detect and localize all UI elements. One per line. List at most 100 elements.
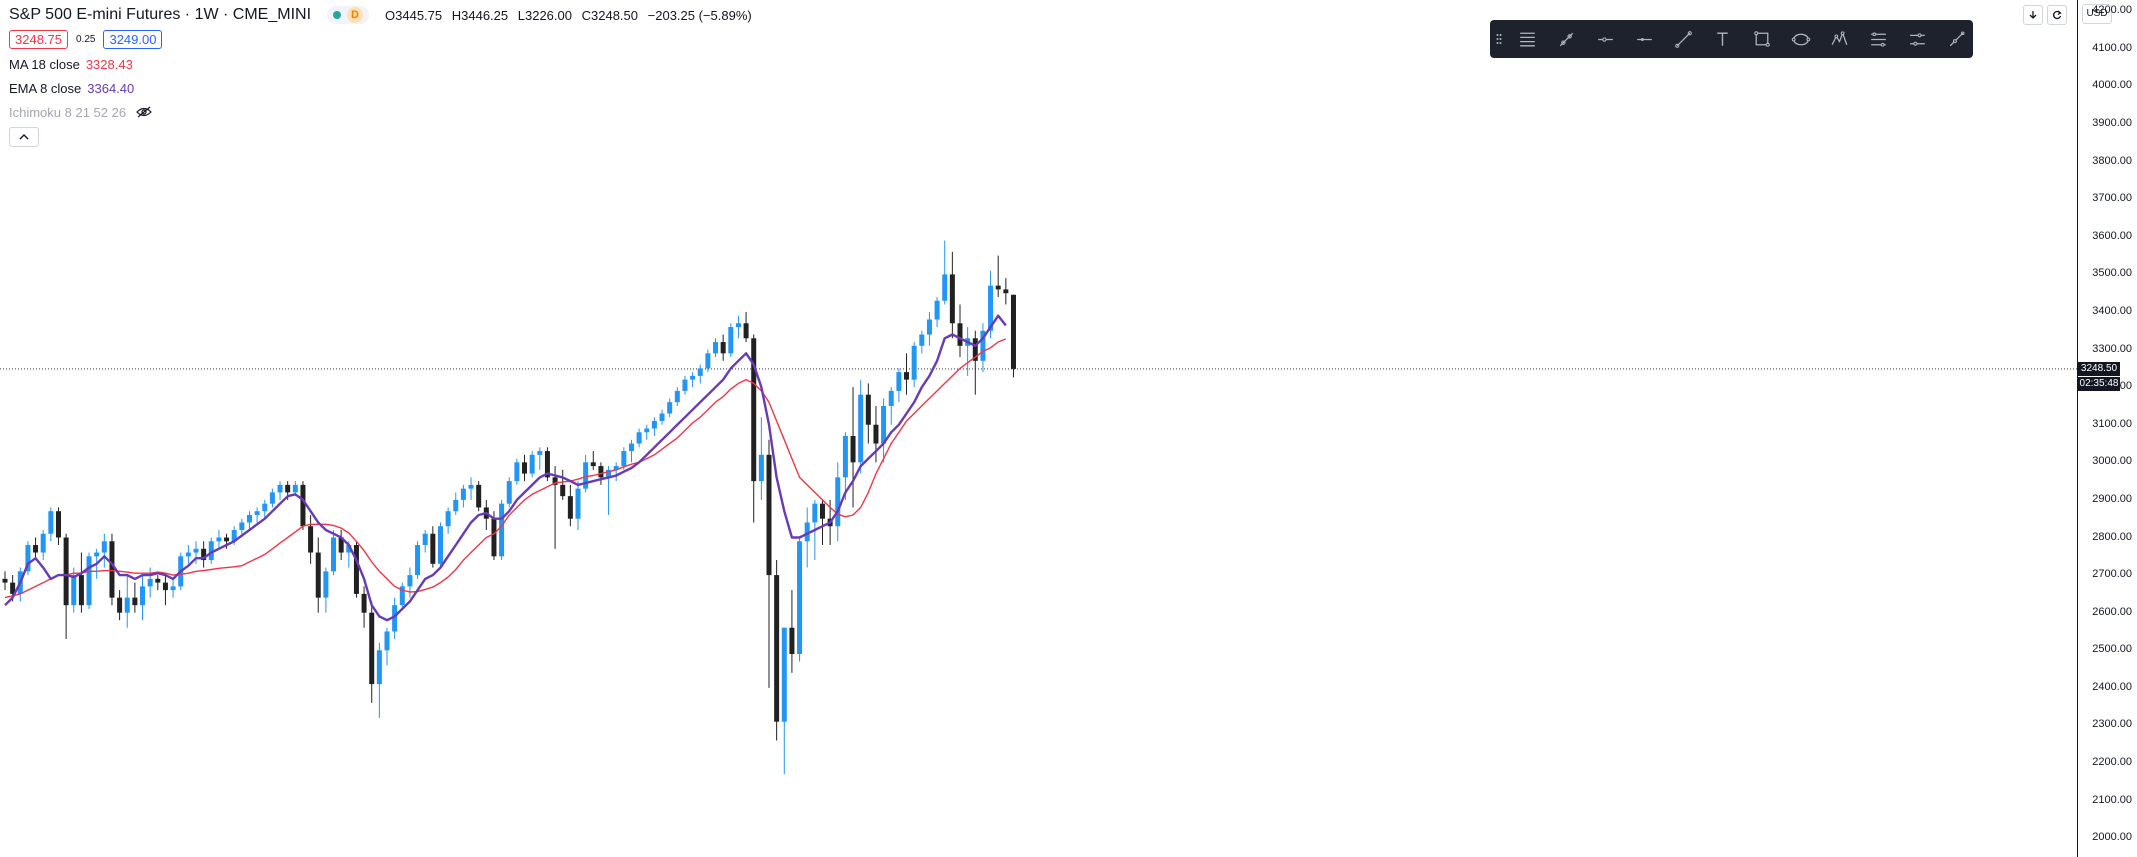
indicator-ema-row[interactable]: EMA 8 close 3364.40 bbox=[9, 81, 135, 96]
candle bbox=[957, 304, 963, 358]
candle bbox=[201, 541, 207, 568]
candle bbox=[78, 552, 84, 613]
market-status[interactable]: D bbox=[327, 6, 370, 24]
close-value: C3248.50 bbox=[581, 7, 639, 23]
fib-retracement-tool-button[interactable] bbox=[1859, 20, 1898, 58]
candle bbox=[682, 375, 688, 395]
candle bbox=[904, 353, 910, 395]
candle bbox=[888, 387, 894, 425]
candle bbox=[919, 330, 925, 354]
candle bbox=[269, 488, 275, 508]
candle bbox=[560, 469, 566, 500]
candle bbox=[690, 372, 696, 388]
trend-line-tool-button[interactable] bbox=[1664, 20, 1703, 58]
candle bbox=[308, 514, 314, 564]
chart-legend: S&P 500 E-mini Futures · 1W · CME_MINI D… bbox=[9, 4, 758, 147]
candle bbox=[437, 522, 443, 568]
candle bbox=[71, 567, 77, 613]
horizontal-lines-tool-button[interactable] bbox=[1508, 20, 1547, 58]
ema-8-line bbox=[4, 314, 1007, 622]
buy-price-button[interactable]: 3249.00 bbox=[103, 30, 163, 49]
candle bbox=[636, 428, 642, 448]
candle bbox=[758, 417, 764, 500]
indicator-ichimoku-row[interactable]: Ichimoku 8 21 52 26 bbox=[9, 105, 758, 121]
candle bbox=[881, 398, 887, 463]
horizontal-ray-tool-button[interactable] bbox=[1586, 20, 1625, 58]
candle bbox=[453, 492, 459, 515]
brush-tool-button[interactable] bbox=[1937, 20, 1976, 58]
candle bbox=[514, 458, 520, 485]
candle bbox=[506, 477, 512, 508]
high-value: H3446.25 bbox=[451, 7, 509, 23]
parallel-channel-tool-button[interactable] bbox=[1898, 20, 1937, 58]
symbol-title[interactable]: S&P 500 E-mini Futures · 1W · CME_MINI bbox=[9, 6, 312, 23]
drawing-toolbar[interactable] bbox=[1490, 20, 1973, 58]
pen-tool-tool-button[interactable] bbox=[1547, 20, 1586, 58]
candle bbox=[262, 499, 268, 519]
candle bbox=[407, 567, 413, 598]
candle bbox=[667, 398, 673, 418]
candle bbox=[590, 451, 596, 470]
candle bbox=[277, 481, 283, 500]
ema-value: 3364.40 bbox=[87, 81, 135, 96]
candle bbox=[522, 454, 528, 482]
collapse-legend-button[interactable] bbox=[9, 127, 39, 147]
ellipse-icon bbox=[1791, 33, 1810, 46]
candle bbox=[644, 424, 650, 440]
scroll-to-realtime-button[interactable] bbox=[2023, 5, 2043, 25]
candle bbox=[537, 447, 543, 470]
parallel-channel-icon bbox=[1909, 33, 1925, 46]
candle bbox=[55, 507, 61, 546]
candle bbox=[896, 368, 902, 403]
drag-handle-icon[interactable] bbox=[1496, 33, 1502, 45]
price-tick-label: 3900.00 bbox=[2092, 117, 2132, 130]
candle bbox=[63, 533, 69, 639]
brush-icon bbox=[1949, 31, 1965, 47]
text-tool-button[interactable] bbox=[1703, 20, 1742, 58]
ellipse-tool-button[interactable] bbox=[1781, 20, 1820, 58]
price-tick-label: 2600.00 bbox=[2092, 605, 2132, 618]
indicator-ma-row[interactable]: MA 18 close 3328.43 bbox=[9, 57, 133, 72]
price-tick-label: 2300.00 bbox=[2092, 718, 2132, 731]
delayed-data-badge[interactable]: D bbox=[347, 7, 364, 23]
candle bbox=[766, 439, 772, 688]
candle bbox=[713, 338, 719, 358]
candle bbox=[140, 575, 146, 621]
ma-value: 3328.43 bbox=[85, 57, 133, 72]
candle bbox=[468, 477, 474, 500]
candle bbox=[331, 529, 337, 576]
price-tick-label: 3500.00 bbox=[2092, 267, 2132, 280]
candle bbox=[369, 601, 375, 703]
rectangle-tool-button[interactable] bbox=[1742, 20, 1781, 58]
candle bbox=[162, 575, 168, 606]
candle bbox=[873, 405, 879, 463]
price-tick-label: 2800.00 bbox=[2092, 530, 2132, 543]
hidden-eye-icon[interactable] bbox=[135, 106, 152, 121]
candle bbox=[254, 507, 260, 523]
candle bbox=[430, 526, 436, 568]
candle bbox=[972, 330, 978, 395]
price-axis[interactable]: USD 2000.00 2100.00 2200.00 2300.00 2400.00 2… bbox=[2077, 0, 2137, 857]
sell-price-button[interactable]: 3248.75 bbox=[9, 30, 68, 49]
price-tick-label: 3800.00 bbox=[2092, 154, 2132, 167]
price-tick-label: 2500.00 bbox=[2092, 643, 2132, 656]
chevron-up-icon bbox=[19, 134, 29, 140]
candle bbox=[529, 451, 535, 478]
price-tick-label: 2200.00 bbox=[2092, 756, 2132, 769]
candle bbox=[338, 529, 344, 561]
candle bbox=[86, 552, 92, 609]
candle bbox=[659, 409, 665, 425]
horizontal-line-icon bbox=[1636, 38, 1652, 41]
reset-chart-button[interactable] bbox=[2047, 5, 2067, 25]
currency-badge[interactable]: USD bbox=[2082, 4, 2112, 24]
candle bbox=[789, 590, 795, 673]
candle bbox=[460, 484, 466, 508]
candle bbox=[720, 334, 726, 361]
candle bbox=[132, 582, 138, 613]
candle bbox=[980, 323, 986, 373]
pattern-tool-button[interactable] bbox=[1820, 20, 1859, 58]
candle bbox=[399, 582, 405, 609]
price-chart[interactable] bbox=[0, 0, 2077, 857]
horizontal-line-tool-button[interactable] bbox=[1625, 20, 1664, 58]
candle bbox=[865, 383, 871, 444]
